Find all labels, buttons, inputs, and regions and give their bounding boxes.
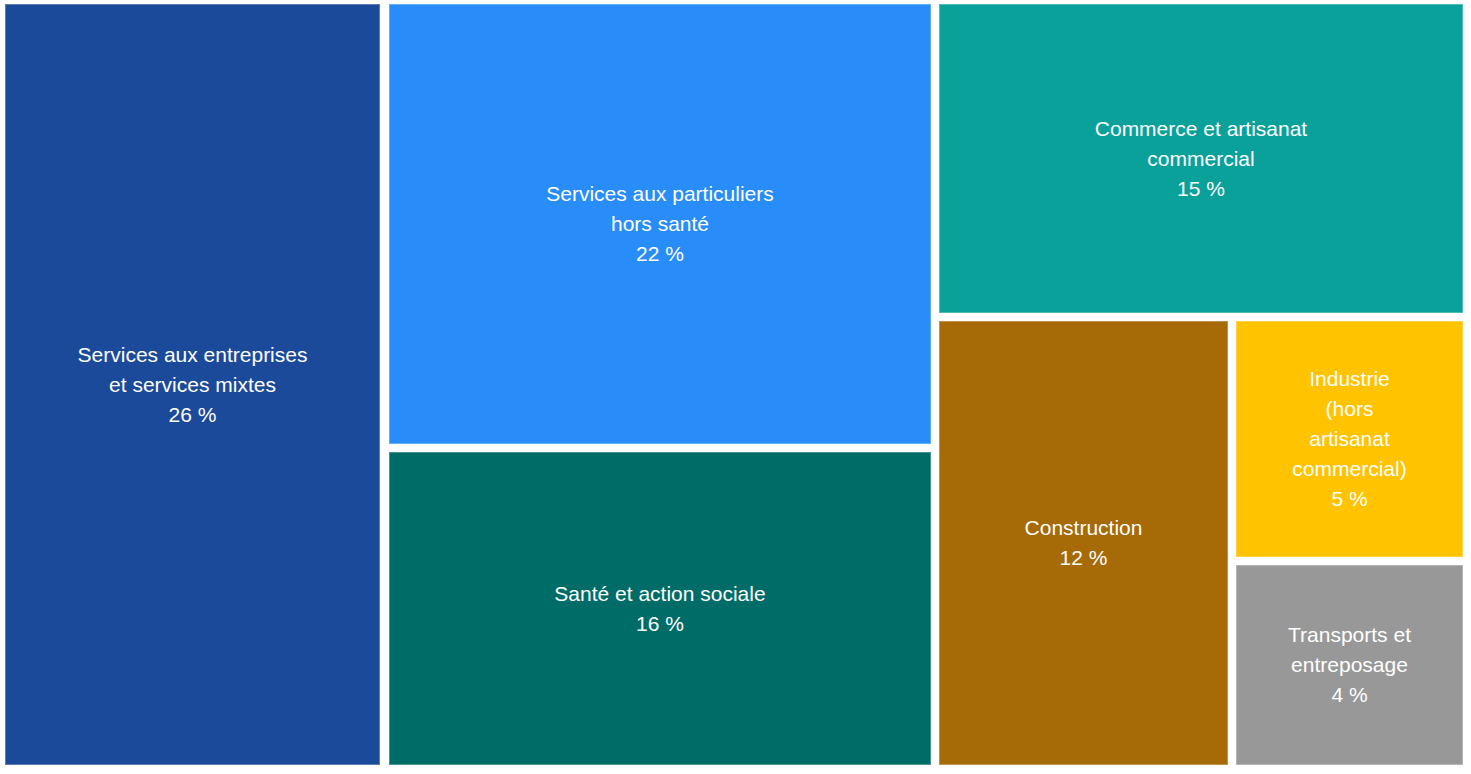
tile-label-sante-action-sociale: Santé et action sociale 16 % — [554, 579, 765, 639]
tile-label-construction: Construction 12 % — [1025, 513, 1143, 573]
treemap-tile-services-aux-particuliers: Services aux particuliers hors santé 22 … — [389, 4, 931, 444]
treemap-chart: Services aux entreprises et services mix… — [0, 0, 1471, 774]
treemap-tile-sante-action-sociale: Santé et action sociale 16 % — [389, 452, 931, 765]
treemap-tile-industrie: Industrie (hors artisanat commercial) 5 … — [1236, 321, 1463, 557]
tile-label-transports-entreposage: Transports et entreposage 4 % — [1288, 620, 1411, 710]
treemap-tile-services-aux-entreprises: Services aux entreprises et services mix… — [5, 4, 380, 765]
treemap-tile-commerce-artisanat: Commerce et artisanat commercial 15 % — [939, 4, 1463, 313]
tile-label-services-aux-entreprises: Services aux entreprises et services mix… — [78, 340, 308, 430]
treemap-tile-transports-entreposage: Transports et entreposage 4 % — [1236, 565, 1463, 765]
tile-label-services-aux-particuliers: Services aux particuliers hors santé 22 … — [546, 179, 774, 269]
tile-label-commerce-artisanat: Commerce et artisanat commercial 15 % — [1095, 114, 1307, 204]
tile-label-industrie: Industrie (hors artisanat commercial) 5 … — [1292, 364, 1406, 514]
treemap-tile-construction: Construction 12 % — [939, 321, 1228, 765]
